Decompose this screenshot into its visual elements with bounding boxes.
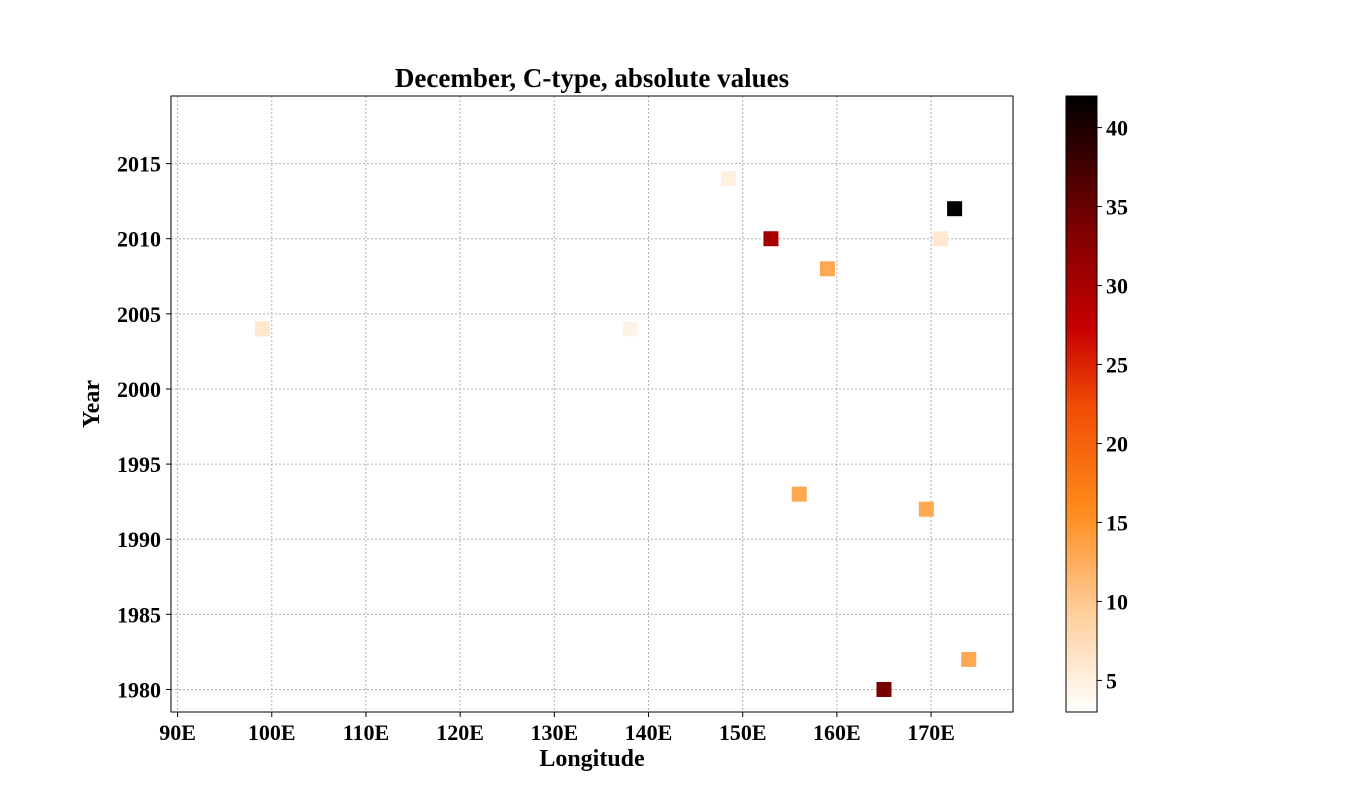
chart-title: December, C-type, absolute values	[395, 63, 789, 93]
data-point	[932, 231, 948, 247]
x-tick-label: 120E	[436, 720, 484, 745]
y-tick-label: 2000	[117, 377, 161, 402]
x-tick-label: 90E	[159, 720, 196, 745]
data-point	[918, 501, 934, 517]
data-point	[961, 651, 977, 667]
data-point	[721, 171, 737, 187]
colorbar-tick-label: 40	[1106, 116, 1128, 141]
colorbar-tick-label: 5	[1106, 668, 1117, 693]
plot-frame	[170, 95, 1014, 713]
y-tick-label: 1990	[117, 527, 161, 552]
data-point	[819, 261, 835, 277]
x-tick-label: 140E	[625, 720, 673, 745]
y-tick-label: 1995	[117, 452, 161, 477]
y-tick-label: 1980	[117, 677, 161, 702]
colorbar-tick-label: 15	[1106, 510, 1128, 535]
data-point	[791, 486, 807, 502]
colorbar-tick-label: 25	[1106, 353, 1128, 378]
x-axis-ticks: 90E 100E 110E 120E 130E 140E 150E 160E 170E	[159, 712, 955, 745]
data-points	[254, 171, 977, 697]
data-point	[947, 201, 963, 217]
data-point	[622, 321, 638, 337]
colorbar-tick-label: 35	[1106, 195, 1128, 220]
colorbar-tick-label: 30	[1106, 274, 1128, 299]
data-point	[254, 321, 270, 337]
colorbar-tick-label: 20	[1106, 431, 1128, 456]
y-tick-label: 2015	[117, 152, 161, 177]
y-axis-label: Year	[79, 380, 105, 428]
colorbar-tick-label: 10	[1106, 589, 1128, 614]
grid	[171, 96, 1013, 712]
y-tick-label: 2010	[117, 227, 161, 252]
x-axis-label: Longitude	[539, 746, 645, 772]
x-tick-label: 150E	[719, 720, 767, 745]
x-tick-label: 160E	[813, 720, 861, 745]
x-tick-label: 170E	[907, 720, 955, 745]
data-point	[763, 231, 779, 247]
x-tick-label: 130E	[530, 720, 578, 745]
x-tick-label: 100E	[248, 720, 296, 745]
y-axis-ticks: 1980 1985 1990 1995 2000 2005 2010 2015	[117, 152, 171, 702]
data-point	[876, 681, 892, 697]
colorbar-ticks: 5 10 15 20 25 30 35 40	[1097, 116, 1128, 693]
colorbar	[1065, 95, 1098, 713]
x-tick-label: 110E	[343, 720, 389, 745]
y-tick-label: 1985	[117, 602, 161, 627]
y-tick-label: 2005	[117, 302, 161, 327]
